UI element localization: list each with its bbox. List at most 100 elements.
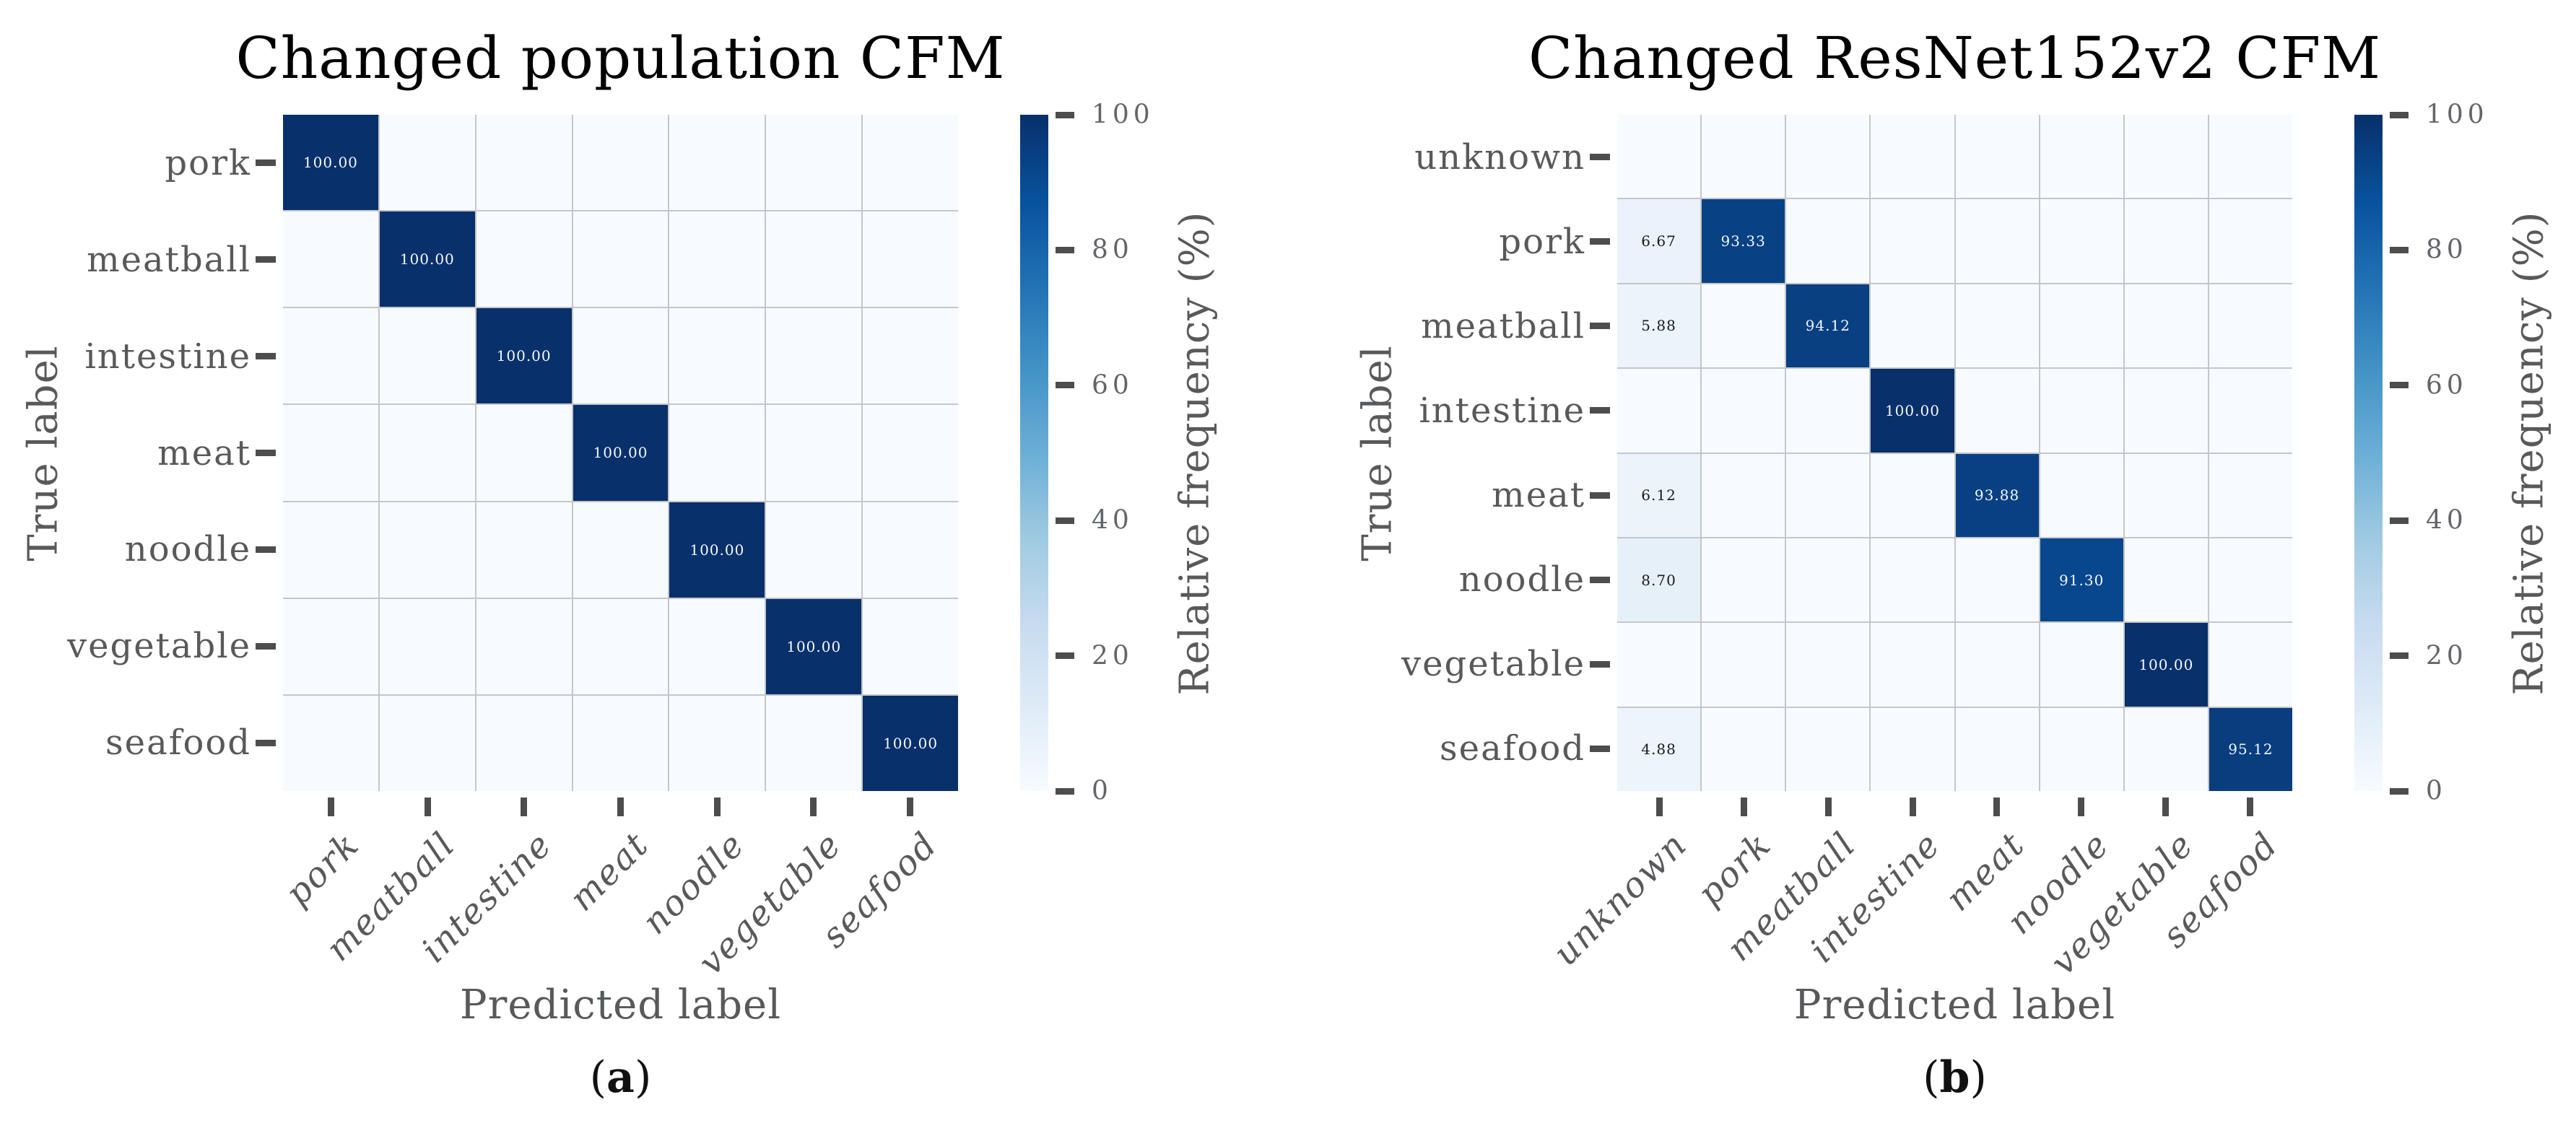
heatmap-cell: 100.00 — [283, 115, 378, 211]
heatmap-cell — [573, 115, 669, 211]
heatmap-cell — [476, 405, 572, 501]
y-tick-label: meatball — [87, 239, 251, 280]
heatmap-cell — [283, 405, 378, 501]
y-tick-mark — [256, 256, 276, 263]
heatmap-cell — [283, 211, 378, 307]
y-tick-label: vegetable — [66, 626, 251, 667]
heatmap-cell — [766, 308, 862, 404]
colorbar-tick-label: 40 — [1092, 505, 1133, 536]
y-tick-mark — [1590, 323, 1610, 330]
caption-close: ) — [634, 1052, 652, 1103]
heatmap-cell — [2209, 623, 2292, 707]
heatmap-cell — [1871, 453, 1954, 537]
heatmap-cell — [2209, 453, 2292, 537]
heatmap-cell — [669, 405, 765, 501]
y-tick-mark — [1590, 660, 1610, 668]
y-tick-label: intestine — [1419, 390, 1585, 431]
heatmap-cell — [379, 502, 475, 598]
heatmap-cell: 93.88 — [1955, 453, 2039, 537]
colorbar-tick-label: 20 — [1092, 641, 1133, 671]
heatmap-cell — [863, 308, 958, 404]
y-tick-label: pork — [1499, 221, 1585, 262]
x-tick-mark — [2162, 798, 2170, 816]
heatmap-cell — [1617, 623, 1701, 707]
caption-letter: a — [606, 1052, 635, 1103]
y-tick-mark — [1590, 491, 1610, 499]
colorbar-tick-mark — [2390, 652, 2409, 660]
heatmap-cell — [1702, 623, 1785, 707]
colorbar-tick-mark — [2390, 517, 2409, 524]
heatmap-cell — [573, 308, 669, 404]
x-axis-label: Predicted label — [459, 982, 782, 1028]
heatmap-cell — [379, 695, 475, 791]
heatmap-cell — [863, 405, 958, 501]
heatmap-cell — [1702, 707, 1785, 791]
heatmap-cell — [863, 598, 958, 694]
heatmap-cell — [2209, 538, 2292, 622]
heatmap-cell — [476, 115, 572, 211]
heatmap-cell — [2040, 284, 2123, 368]
y-tick-label: meatball — [1421, 305, 1585, 346]
colorbar-tick-mark — [1056, 382, 1074, 389]
heatmap-cell — [379, 115, 475, 211]
heatmap-cell — [1955, 623, 2039, 707]
panel-a-caption: (a) — [590, 1052, 652, 1103]
x-tick-mark — [713, 798, 721, 816]
heatmap-cell: 93.33 — [1702, 199, 1785, 283]
x-tick-mark — [810, 798, 817, 816]
heatmap-cell — [2209, 199, 2292, 283]
heatmap-cell — [669, 115, 765, 211]
x-tick-mark — [521, 798, 528, 816]
heatmap-cell — [2209, 284, 2292, 368]
heatmap-cell — [2040, 115, 2123, 198]
y-tick-label: seafood — [105, 722, 251, 764]
x-tick-mark — [1740, 798, 1747, 816]
x-tick-mark — [424, 798, 431, 816]
heatmap-cell — [2124, 453, 2208, 537]
colorbar-tick-mark — [1056, 111, 1074, 118]
heatmap-cell — [476, 598, 572, 694]
heatmap-cell — [2040, 453, 2123, 537]
y-tick-label: noodle — [124, 529, 251, 570]
heatmap-cell — [379, 405, 475, 501]
colorbar-tick-label: 60 — [2426, 370, 2468, 401]
x-tick-mark — [617, 798, 624, 816]
heatmap-cell — [669, 695, 765, 791]
x-axis-label: Predicted label — [1793, 982, 2116, 1028]
heatmap-cell — [1617, 115, 1701, 198]
heatmap-cell — [1786, 623, 1870, 707]
heatmap-cell — [476, 502, 572, 598]
y-tick-label: noodle — [1458, 559, 1585, 600]
colorbar-tick-label: 100 — [1092, 100, 1154, 130]
heatmap-cell — [2209, 369, 2292, 453]
heatmap-cell — [863, 502, 958, 598]
y-tick-mark — [1590, 407, 1610, 414]
caption-letter: b — [1939, 1052, 1970, 1103]
heatmap-cell — [1702, 453, 1785, 537]
x-tick-mark — [906, 798, 913, 816]
colorbar-tick-label: 40 — [2426, 505, 2468, 536]
colorbar-b — [2354, 115, 2383, 791]
y-tick-label: meat — [1492, 475, 1585, 516]
x-tick-mark — [1824, 798, 1832, 816]
panel-a-title: Changed population CFM — [235, 25, 1006, 92]
heatmap-cell: 100.00 — [1871, 369, 1954, 453]
heatmap-cell — [1871, 115, 1954, 198]
y-tick-label: pork — [165, 142, 251, 183]
heatmap-cell — [1702, 284, 1785, 368]
x-tick-mark — [1655, 798, 1663, 816]
colorbar-tick-label: 100 — [2426, 100, 2489, 130]
heatmap-cell: 100.00 — [669, 502, 765, 598]
colorbar-tick-mark — [1056, 787, 1074, 795]
y-tick-label: intestine — [84, 336, 251, 377]
colorbar-label: Relative frequency (%) — [2505, 210, 2553, 696]
y-tick-mark — [1590, 154, 1610, 161]
x-tick-mark — [1993, 798, 2001, 816]
heatmap-cell — [1955, 369, 2039, 453]
heatmap-cell — [2040, 707, 2123, 791]
y-tick-label: meat — [157, 432, 251, 473]
heatmap-cell — [283, 502, 378, 598]
colorbar-label: Relative frequency (%) — [1171, 210, 1219, 696]
colorbar-tick-label: 60 — [1092, 370, 1133, 401]
